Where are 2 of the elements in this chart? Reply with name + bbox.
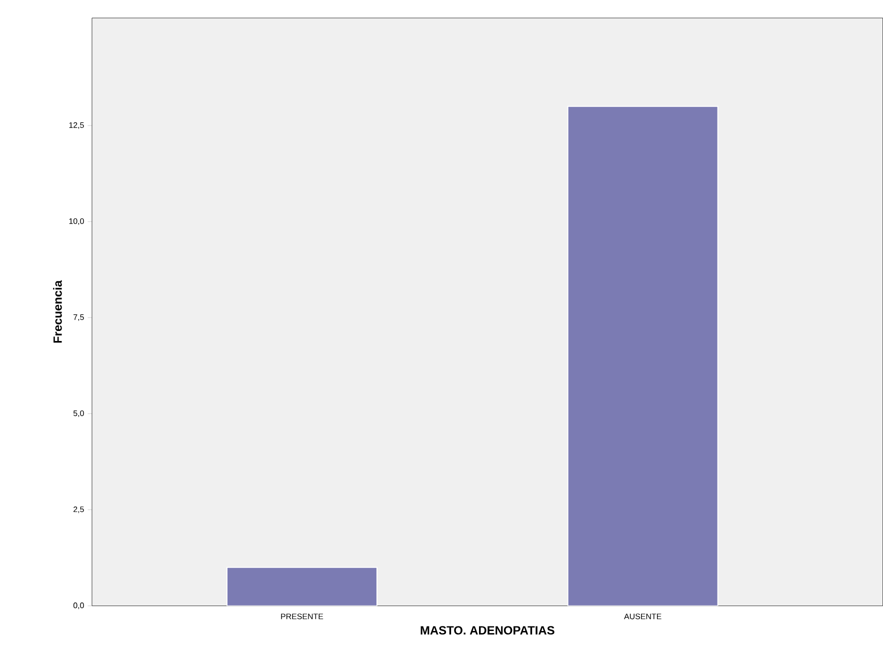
x-axis-title: MASTO. ADENOPATIAS [420, 626, 554, 635]
y-axis-title: Frecuencia [53, 280, 62, 343]
